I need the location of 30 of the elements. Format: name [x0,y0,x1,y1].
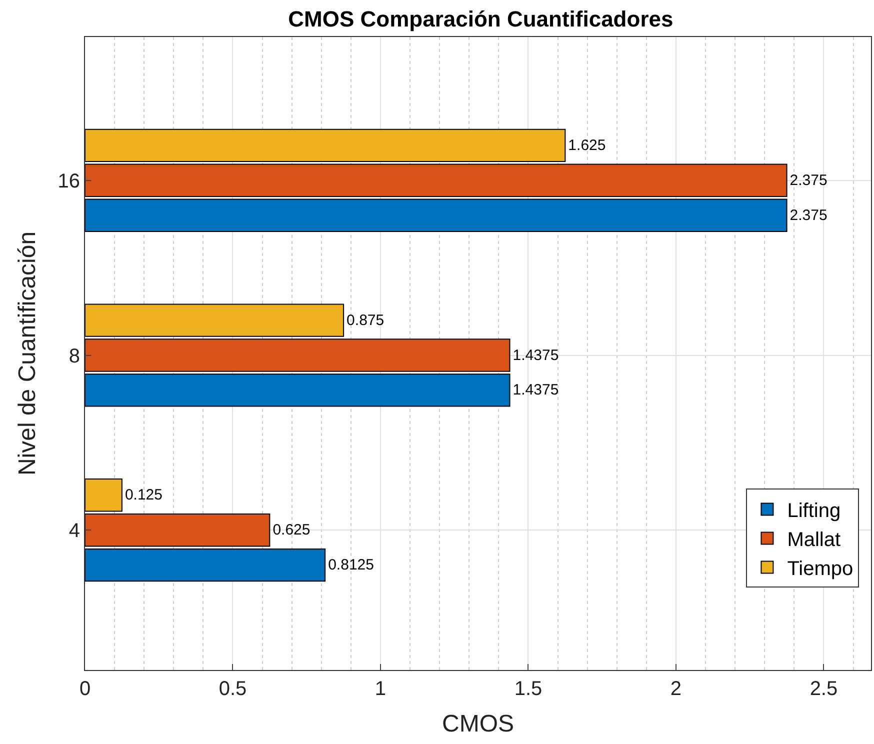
x-tick-label: 1.5 [514,678,542,700]
data-label: 2.375 [790,172,828,189]
data-label: 1.625 [568,136,606,154]
bar [85,164,788,197]
y-tick-label: 8 [68,345,80,368]
data-label: 1.4375 [512,346,559,364]
data-label: 2.375 [790,206,828,224]
y-tick-label: 16 [58,170,80,192]
bar [85,478,122,512]
data-label: 0.8125 [328,556,374,574]
data-label: 1.4375 [512,382,559,399]
bar [85,514,270,547]
bar [85,128,566,162]
x-tick-label: 0.5 [218,678,247,700]
bar [85,198,788,232]
legend-label: Mallat [787,529,842,552]
data-label: 0.625 [272,522,310,539]
x-tick-label: 0 [79,678,91,700]
x-tick-label: 2 [670,678,682,700]
x-tick-label: 1 [374,678,386,700]
x-axis-title: CMOS [442,710,514,738]
x-tick-label: 2.5 [810,678,838,700]
bar [85,548,326,582]
data-label: 0.875 [346,312,384,329]
y-axis-title: Nivel de Cuantificación [14,231,41,476]
y-tick-label: 4 [68,520,80,542]
legend-label: Tiempo [787,558,854,580]
data-label: 0.125 [124,486,162,504]
legend-label: Lifting [787,500,841,522]
chart-title: CMOS Comparación Cuantificadores [288,6,674,32]
